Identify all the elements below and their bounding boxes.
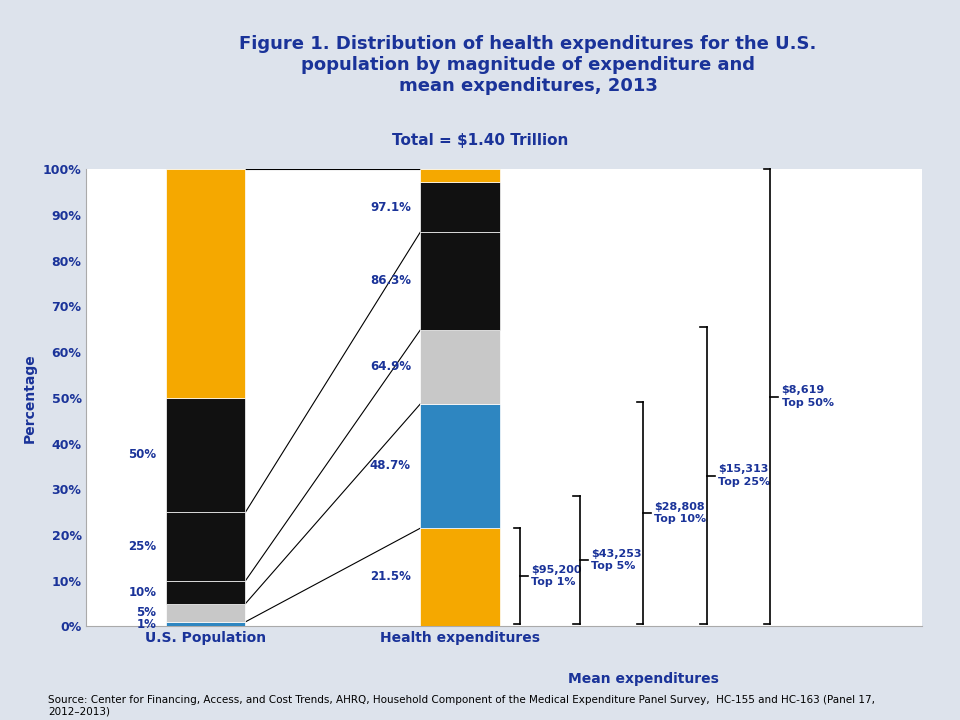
Y-axis label: Percentage: Percentage xyxy=(23,353,37,443)
Text: 86.3%: 86.3% xyxy=(370,274,411,287)
Bar xyxy=(420,330,500,404)
Bar xyxy=(166,603,246,622)
Text: $28,808
Top 10%: $28,808 Top 10% xyxy=(655,502,707,524)
Bar xyxy=(166,398,246,512)
Text: Total = $1.40 Trillion: Total = $1.40 Trillion xyxy=(392,132,568,148)
Text: $8,619
Top 50%: $8,619 Top 50% xyxy=(781,385,833,408)
Bar xyxy=(166,512,246,580)
Text: Mean expenditures: Mean expenditures xyxy=(567,672,719,686)
Text: Figure 1. Distribution of health expenditures for the U.S.
population by magnitu: Figure 1. Distribution of health expendi… xyxy=(239,35,817,94)
Bar xyxy=(420,169,500,182)
Text: 97.1%: 97.1% xyxy=(370,201,411,214)
Bar xyxy=(166,580,246,603)
Bar xyxy=(420,182,500,232)
Text: 1%: 1% xyxy=(136,618,156,631)
Bar xyxy=(166,622,246,626)
Text: 5%: 5% xyxy=(136,606,156,619)
Text: 25%: 25% xyxy=(129,540,156,553)
Bar xyxy=(420,404,500,528)
Bar xyxy=(166,169,246,397)
Text: 50%: 50% xyxy=(129,449,156,462)
Text: $95,200
Top 1%: $95,200 Top 1% xyxy=(531,565,582,588)
Text: $43,253
Top 5%: $43,253 Top 5% xyxy=(590,549,641,571)
Text: 64.9%: 64.9% xyxy=(370,360,411,373)
Text: 48.7%: 48.7% xyxy=(370,459,411,472)
Text: Source: Center for Financing, Access, and Cost Trends, AHRQ, Household Component: Source: Center for Financing, Access, an… xyxy=(48,695,875,716)
Text: 10%: 10% xyxy=(129,585,156,598)
Bar xyxy=(420,232,500,330)
Text: 21.5%: 21.5% xyxy=(370,570,411,582)
Bar xyxy=(420,528,500,626)
Text: $15,313
Top 25%: $15,313 Top 25% xyxy=(718,464,770,487)
